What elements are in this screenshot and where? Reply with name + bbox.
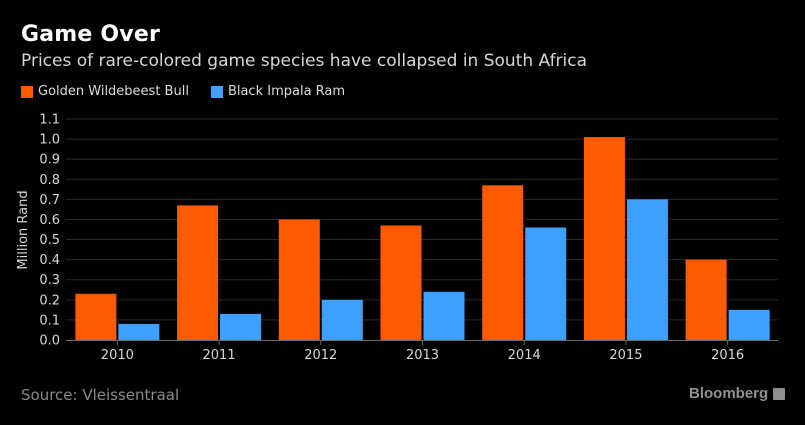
bar-black-impala-2012	[321, 299, 363, 340]
y-tick-label: 0.6	[39, 213, 60, 228]
bar-black-impala-2016	[728, 309, 770, 340]
bar-black-impala-2015	[626, 199, 668, 340]
y-tick-label: 0.9	[39, 153, 60, 168]
gridlines	[66, 118, 778, 321]
x-tick-label: 2013	[406, 348, 439, 363]
y-tick-label: 0.5	[39, 233, 60, 248]
bar-black-impala-2013	[423, 291, 465, 340]
y-tick-label: 0.3	[39, 273, 60, 288]
y-tick-label: 0.4	[39, 253, 60, 268]
bloomberg-chart-icon	[773, 387, 786, 400]
y-tick-label: 1.0	[39, 133, 60, 148]
bar-golden-wildebeest-2012	[278, 219, 320, 340]
x-axis: 2010 2011 2012 2013 2014 2015 2016	[66, 340, 778, 363]
legend: Golden Wildebeest Bull Black Impala Ram	[21, 84, 367, 99]
bar-black-impala-2014	[525, 227, 567, 340]
chart-subtitle: Prices of rare-colored game species have…	[21, 51, 588, 71]
x-tick-label: 2010	[101, 348, 134, 363]
x-tick-label: 2012	[304, 348, 337, 363]
legend-item-black-impala: Black Impala Ram	[210, 84, 346, 99]
source-note: Source: Vleissentraal	[21, 386, 180, 404]
bar-golden-wildebeest-2014	[482, 185, 524, 340]
y-tick-label: 0.7	[39, 193, 60, 208]
y-tick-label: 1.1	[39, 113, 60, 128]
x-tick-label: 2011	[203, 348, 236, 363]
x-tick-label: 2015	[609, 348, 642, 363]
legend-item-golden-wildebeest: Golden Wildebeest Bull	[21, 84, 189, 99]
y-tick-labels: 0.0 0.1 0.2 0.3 0.4 0.5 0.6 0.7 0.8 0.9 1.0 1.1	[39, 113, 60, 349]
y-tick-label: 0.1	[39, 313, 60, 328]
y-tick-label: 0.8	[39, 173, 60, 188]
brand-logo: Bloomberg	[689, 385, 786, 402]
chart-title: Game Over	[21, 22, 161, 47]
bar-black-impala-2010	[118, 323, 160, 340]
legend-label: Black Impala Ram	[227, 84, 346, 99]
bar-golden-wildebeest-2010	[75, 293, 117, 340]
bar-golden-wildebeest-2015	[583, 137, 625, 340]
y-tick-label: 0.2	[39, 293, 60, 308]
bar-golden-wildebeest-2011	[177, 205, 219, 340]
legend-swatch-orange	[21, 85, 33, 98]
brand-name: Bloomberg	[689, 385, 769, 402]
bar-golden-wildebeest-2016	[685, 259, 727, 340]
legend-swatch-blue	[210, 85, 223, 98]
x-tick-label: 2016	[711, 348, 744, 363]
bar-black-impala-2011	[220, 313, 262, 340]
bar-golden-wildebeest-2013	[380, 225, 422, 340]
bars	[75, 137, 770, 340]
legend-label: Golden Wildebeest Bull	[38, 84, 189, 99]
y-axis-label: Million Rand	[16, 190, 31, 269]
y-tick-label: 0.0	[39, 334, 60, 349]
x-tick-label: 2014	[508, 348, 541, 363]
